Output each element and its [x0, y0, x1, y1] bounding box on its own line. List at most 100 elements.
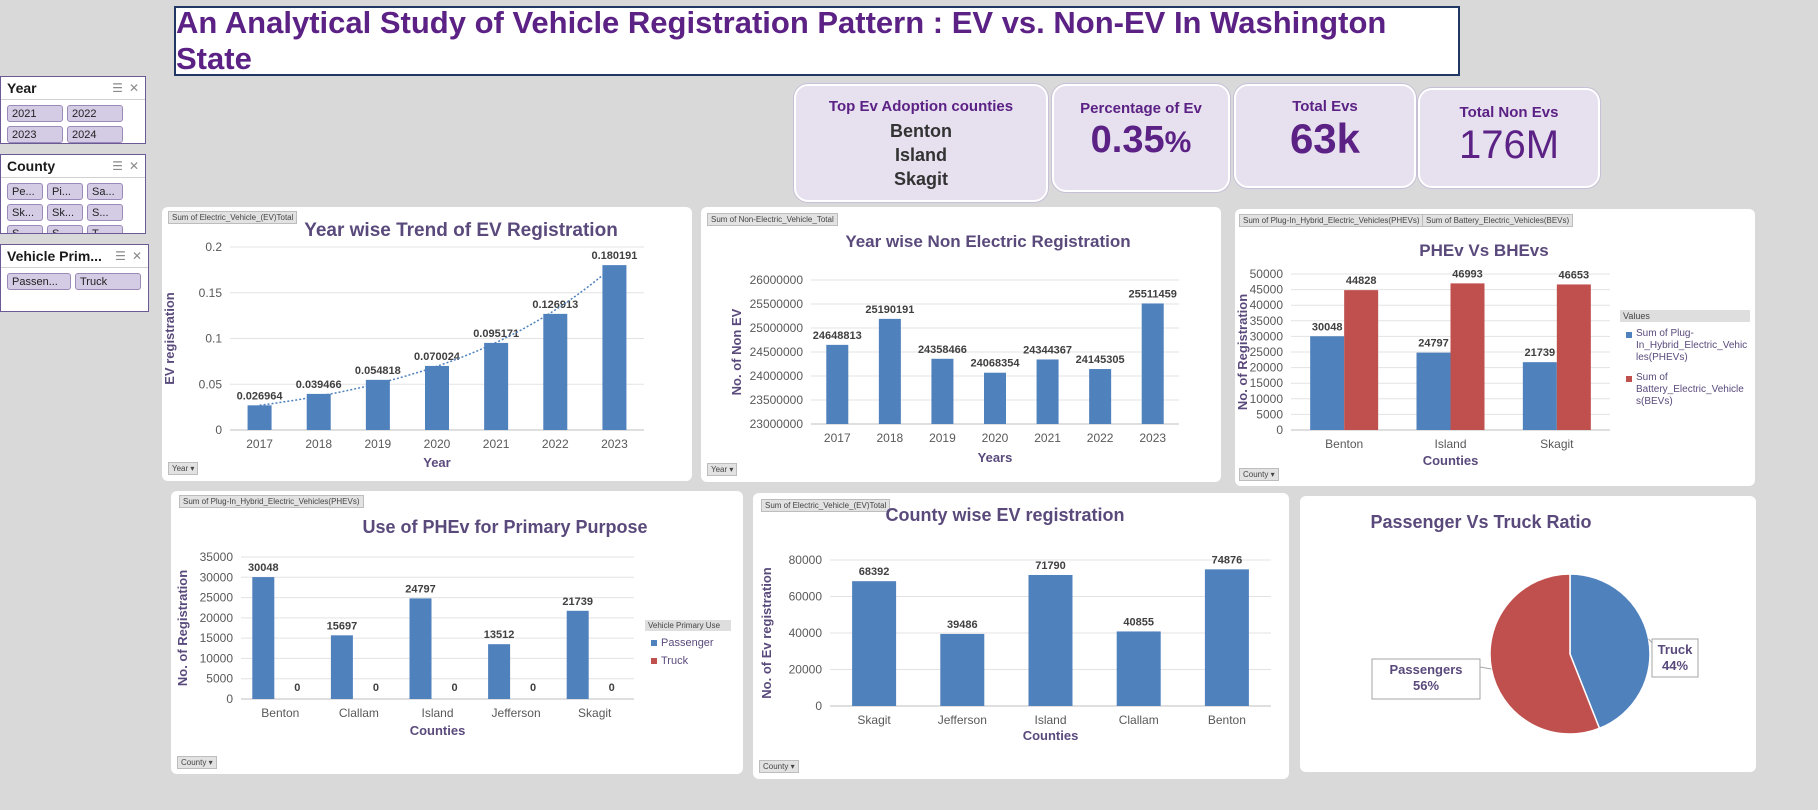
phev-use-legend: Vehicle Primary Use Passenger Truck — [645, 620, 731, 667]
bar — [566, 610, 589, 699]
y-tick-label: 30000 — [200, 570, 234, 584]
percent-sign: % — [1164, 126, 1192, 159]
use-chip[interactable]: Passen... — [7, 273, 71, 290]
y-tick-label: 0.1 — [205, 332, 222, 346]
data-label: 24797 — [405, 583, 436, 595]
legend-text: In_Hybrid_Electric_Vehic — [1636, 340, 1748, 351]
top-county: Island — [894, 145, 947, 165]
y-tick-label: 25000 — [1250, 345, 1284, 359]
data-label: 25511459 — [1129, 288, 1177, 300]
county-chip[interactable]: S... — [87, 204, 123, 221]
bar — [940, 633, 985, 706]
y-tick-label: 25500000 — [750, 297, 804, 311]
county-filter-button[interactable]: County — [177, 756, 217, 769]
bar — [488, 644, 511, 699]
y-tick-label: 10000 — [1250, 392, 1284, 406]
legend-text: Truck — [661, 655, 689, 667]
x-tick-label: Clallam — [1119, 713, 1159, 727]
county-chip[interactable]: T... — [87, 225, 123, 233]
y-tick-label: 5000 — [206, 672, 233, 686]
field-tag: Sum of Electric_Vehicle_(EV)Total — [761, 499, 891, 512]
y-tick-label: 80000 — [789, 553, 823, 567]
callout-box — [1371, 658, 1481, 700]
county-chip[interactable]: S... — [47, 225, 83, 233]
bar — [1036, 359, 1059, 424]
legend-swatch — [1626, 376, 1632, 382]
y-tick-label: 0 — [215, 423, 222, 437]
y-tick-label: 20000 — [200, 611, 234, 625]
clear-filter-icon[interactable]: ✕ — [128, 81, 139, 95]
legend-entry: Sum of Battery_Electric_Vehicle s(BEVs) — [1620, 372, 1750, 408]
county-chip[interactable]: S... — [7, 225, 43, 233]
multi-select-icon[interactable]: ☰ — [112, 159, 123, 173]
clear-filter-icon[interactable]: ✕ — [128, 159, 139, 173]
bar — [1141, 303, 1164, 424]
bar — [1116, 631, 1161, 706]
legend-text: s(BEVs) — [1636, 396, 1673, 407]
bar — [1522, 362, 1557, 430]
y-tick-label: 10000 — [200, 651, 234, 665]
y-tick-label: 25000000 — [750, 321, 804, 335]
x-tick-label: 2018 — [305, 437, 332, 451]
y-tick-label: 40000 — [1250, 298, 1284, 312]
use-chip[interactable]: Truck — [75, 273, 141, 290]
multi-select-icon[interactable]: ☰ — [115, 249, 126, 263]
county-chip[interactable]: Pe... — [7, 183, 43, 200]
county-chip[interactable]: Pi... — [47, 183, 83, 200]
vehicle-use-slicer[interactable]: Vehicle Prim... ☰ ✕ Passen... Truck — [0, 244, 149, 312]
x-tick-label: Island — [421, 706, 453, 720]
field-tag: Sum of Electric_Vehicle_(EV)Total — [168, 211, 298, 224]
county-chip[interactable]: Sk... — [7, 204, 43, 221]
top-county: Benton — [890, 121, 952, 141]
x-tick-label: Benton — [1325, 437, 1363, 451]
x-tick-label: Island — [1034, 713, 1066, 727]
x-axis-title: Counties — [410, 723, 466, 738]
year-chip[interactable]: 2023 — [7, 126, 63, 143]
x-tick-label: 2020 — [982, 431, 1009, 445]
county-chip[interactable]: Sk... — [47, 204, 83, 221]
data-label: 0.026964 — [237, 390, 284, 402]
data-label: 44828 — [1346, 275, 1377, 287]
x-tick-label: 2022 — [542, 437, 569, 451]
data-label: 39486 — [947, 619, 978, 631]
dashboard-title: An Analytical Study of Vehicle Registrat… — [174, 5, 1460, 76]
y-tick-label: 40000 — [789, 626, 823, 640]
chart-title: PHEv Vs BHEvs — [1419, 241, 1548, 260]
year-filter-button[interactable]: Year — [707, 463, 738, 476]
year-chip[interactable]: 2021 — [7, 105, 63, 122]
county-slicer[interactable]: County ☰ ✕ Pe... Pi... Sa... Sk... Sk... … — [0, 154, 146, 234]
multi-select-icon[interactable]: ☰ — [112, 81, 123, 95]
county-filter-button[interactable]: County — [759, 760, 799, 773]
bar — [1310, 336, 1345, 430]
chart-title: Use of PHEv for Primary Purpose — [362, 517, 647, 537]
top-counties-label: Top Ev Adoption counties — [828, 98, 1014, 115]
data-label: 0 — [373, 682, 379, 694]
y-tick-label: 15000 — [1250, 376, 1284, 390]
county-filter-button[interactable]: County — [1239, 468, 1279, 481]
legend-entry: Passenger — [645, 637, 731, 649]
year-chip[interactable]: 2022 — [67, 105, 123, 122]
field-tag: Sum of Plug-In_Hybrid_Electric_Vehicles(… — [1239, 214, 1424, 227]
total-non-evs-card: Total Non Evs 176M — [1418, 88, 1600, 188]
legend-swatch — [1626, 332, 1632, 338]
data-label: 74876 — [1212, 554, 1243, 566]
year-filter-button[interactable]: Year — [168, 462, 199, 475]
bar — [1450, 283, 1485, 430]
legend-swatch — [651, 640, 657, 646]
x-tick-label: Benton — [1208, 713, 1246, 727]
year-slicer[interactable]: Year ☰ ✕ 2021 2022 2023 2024 — [0, 76, 146, 144]
y-tick-label: 15000 — [200, 631, 234, 645]
legend-title: Vehicle Primary Use — [645, 620, 731, 631]
chart-title: Passenger Vs Truck Ratio — [1370, 512, 1591, 532]
clear-filter-icon[interactable]: ✕ — [131, 249, 142, 263]
year-chip[interactable]: 2024 — [67, 126, 123, 143]
county-chip[interactable]: Sa... — [87, 183, 123, 200]
chart-title: County wise EV registration — [885, 505, 1124, 525]
bar — [1028, 574, 1073, 706]
x-tick-label: 2020 — [424, 437, 451, 451]
field-tag: Sum of Battery_Electric_Vehicles(BEVs) — [1422, 214, 1574, 227]
y-tick-label: 25000 — [200, 591, 234, 605]
data-label: 24068354 — [971, 358, 1021, 370]
